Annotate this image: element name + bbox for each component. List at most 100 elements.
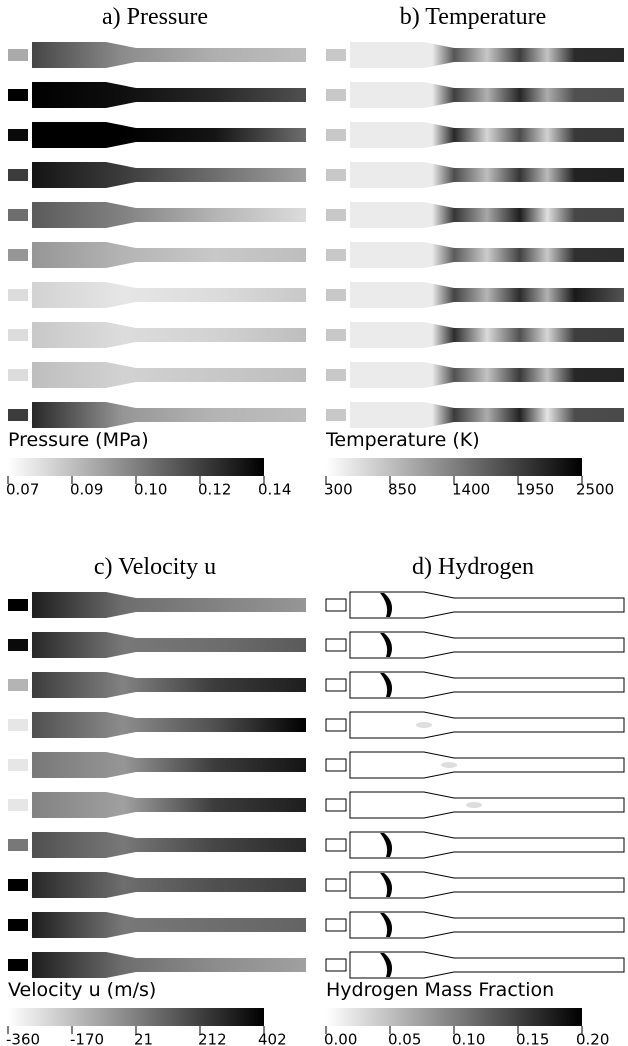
legend-title: Hydrogen Mass Fraction — [326, 979, 554, 1001]
hydrogen-plume — [416, 722, 432, 728]
inlet — [8, 209, 28, 221]
tube — [349, 791, 625, 819]
hydrogen-plume — [380, 673, 392, 697]
inlet — [326, 169, 346, 181]
inlet — [326, 129, 346, 141]
tube — [32, 592, 306, 618]
tube — [349, 871, 625, 899]
inlet — [326, 49, 346, 61]
inlet — [8, 289, 28, 301]
inlet — [8, 919, 28, 931]
tube — [32, 672, 306, 698]
tube — [32, 122, 306, 148]
tube — [32, 82, 306, 108]
colorbar-tick-label: 0.15 — [516, 1031, 549, 1046]
panel-title: a) Pressure — [102, 4, 208, 30]
colorbar-tick-label: 0.07 — [6, 481, 39, 499]
inlet — [326, 249, 346, 261]
inlet — [326, 89, 346, 101]
inlet — [8, 369, 28, 381]
tube — [349, 711, 625, 739]
inlet — [8, 759, 28, 771]
tube — [350, 282, 624, 308]
inlet — [326, 329, 346, 341]
tube — [32, 162, 306, 188]
inlet — [8, 49, 28, 61]
colorbar-tick-label: 402 — [258, 1031, 287, 1046]
tube — [349, 671, 625, 699]
colorbar-tick-label: 0.20 — [576, 1031, 609, 1046]
colorbar-tick-label: 0.00 — [324, 1031, 357, 1046]
inlet — [325, 798, 347, 812]
inlet — [8, 839, 28, 851]
colorbar — [326, 458, 582, 476]
inlet — [8, 249, 28, 261]
inlet — [326, 409, 346, 421]
tube — [32, 912, 306, 938]
tube — [32, 42, 306, 68]
inlet — [8, 329, 28, 341]
inlet — [8, 599, 28, 611]
inlet — [8, 169, 28, 181]
inlet — [325, 838, 347, 852]
inlet — [325, 958, 347, 972]
inlet — [325, 718, 347, 732]
inlet — [326, 289, 346, 301]
hydrogen-plume — [380, 953, 392, 977]
tube — [32, 242, 306, 268]
tube — [32, 362, 306, 388]
colorbar-tick-label: 0.10 — [134, 481, 167, 499]
inlet — [8, 639, 28, 651]
hydrogen-plume — [380, 873, 392, 897]
colorbar — [8, 1008, 264, 1026]
tube — [350, 402, 624, 428]
hydrogen-plume — [380, 833, 392, 857]
inlet — [8, 879, 28, 891]
tube — [350, 82, 624, 108]
panel-title: c) Velocity u — [94, 554, 216, 580]
tube — [350, 322, 624, 348]
inlet — [325, 878, 347, 892]
tube — [32, 752, 306, 778]
inlet — [325, 918, 347, 932]
panel-title: d) Hydrogen — [412, 554, 534, 580]
legend-title: Pressure (MPa) — [8, 429, 149, 451]
tube — [32, 632, 306, 658]
hydrogen-plume — [466, 802, 482, 808]
tube — [350, 162, 624, 188]
colorbar-tick-label: 0.10 — [452, 1031, 485, 1046]
tube — [349, 631, 625, 659]
tube — [350, 42, 624, 68]
colorbar-tick-label: -170 — [70, 1031, 104, 1046]
inlet — [326, 209, 346, 221]
tube — [32, 712, 306, 738]
tube — [350, 242, 624, 268]
inlet — [8, 799, 28, 811]
colorbar — [8, 458, 264, 476]
tube — [349, 751, 625, 779]
tube — [32, 202, 306, 228]
hydrogen-plume — [441, 762, 457, 768]
inlet — [8, 409, 28, 421]
tube — [349, 911, 625, 939]
inlet — [8, 679, 28, 691]
colorbar-tick-label: 1400 — [452, 481, 490, 499]
panel-title: b) Temperature — [400, 4, 546, 30]
colorbar-tick-label: 212 — [198, 1031, 227, 1046]
tube — [350, 202, 624, 228]
inlet — [325, 638, 347, 652]
tube — [32, 832, 306, 858]
inlet — [325, 758, 347, 772]
tube — [349, 951, 625, 979]
tube — [349, 831, 625, 859]
tube — [350, 362, 624, 388]
colorbar-tick-label: 0.14 — [258, 481, 291, 499]
colorbar-tick-label: 2500 — [576, 481, 614, 499]
inlet — [325, 678, 347, 692]
tube — [32, 792, 306, 818]
colorbar-tick-label: 0.09 — [70, 481, 103, 499]
colorbar-tick-label: 0.05 — [388, 1031, 421, 1046]
legend-title: Velocity u (m/s) — [8, 979, 156, 1001]
colorbar-tick-label: 300 — [324, 481, 353, 499]
